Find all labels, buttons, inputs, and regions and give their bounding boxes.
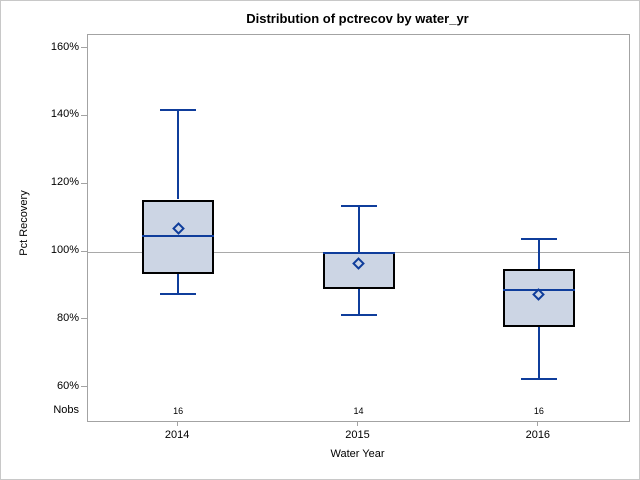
x-axis-tick xyxy=(357,421,358,426)
median-line xyxy=(142,235,215,238)
plot-area: 16 14 16 xyxy=(87,34,630,422)
x-axis-tick-label: 2015 xyxy=(345,429,370,441)
y-axis-tick xyxy=(81,318,87,320)
y-axis-tick-label: 100% xyxy=(50,244,79,257)
nobs-row-label: Nobs xyxy=(53,404,79,416)
upper-whisker-cap xyxy=(520,237,557,240)
y-axis-tick xyxy=(81,250,87,252)
chart-title: Distribution of pctrecov by water_yr xyxy=(246,11,469,26)
x-axis-title: Water Year xyxy=(330,448,385,460)
median-line xyxy=(502,289,575,292)
upper-whisker-cap xyxy=(160,108,197,111)
y-axis-tick xyxy=(81,47,87,49)
x-axis-tick-label: 2014 xyxy=(164,429,190,441)
upper-whisker-cap xyxy=(340,205,377,208)
lower-whisker-line xyxy=(177,274,180,295)
iqr-box xyxy=(322,252,395,290)
y-axis-tick-label: 140% xyxy=(50,108,79,121)
y-axis-title: Pct Recovery xyxy=(18,190,30,256)
nobs-value: 16 xyxy=(173,406,184,416)
x-axis-tick-label: 2016 xyxy=(525,429,551,441)
y-axis-tick-label: 160% xyxy=(50,40,79,53)
lower-whisker-cap xyxy=(160,293,197,296)
lower-whisker-line xyxy=(357,289,360,315)
y-axis-tick xyxy=(81,386,87,388)
lower-whisker-line xyxy=(537,326,540,380)
upper-whisker-line xyxy=(537,238,540,270)
median-line xyxy=(322,252,395,255)
lower-whisker-cap xyxy=(340,313,377,316)
y-axis-tick xyxy=(81,114,87,116)
lower-whisker-cap xyxy=(520,378,557,381)
nobs-value: 14 xyxy=(353,406,364,416)
y-axis-tick-label: 120% xyxy=(50,176,79,189)
y-axis-tick xyxy=(81,182,87,184)
y-axis-tick-label: 80% xyxy=(56,311,79,324)
x-axis-tick xyxy=(537,421,539,426)
upper-whisker-line xyxy=(357,206,360,253)
x-axis-tick xyxy=(176,421,178,426)
iqr-box xyxy=(502,269,575,327)
nobs-value: 16 xyxy=(533,406,544,416)
upper-whisker-line xyxy=(177,109,180,200)
y-axis-tick-label: 60% xyxy=(56,379,79,392)
